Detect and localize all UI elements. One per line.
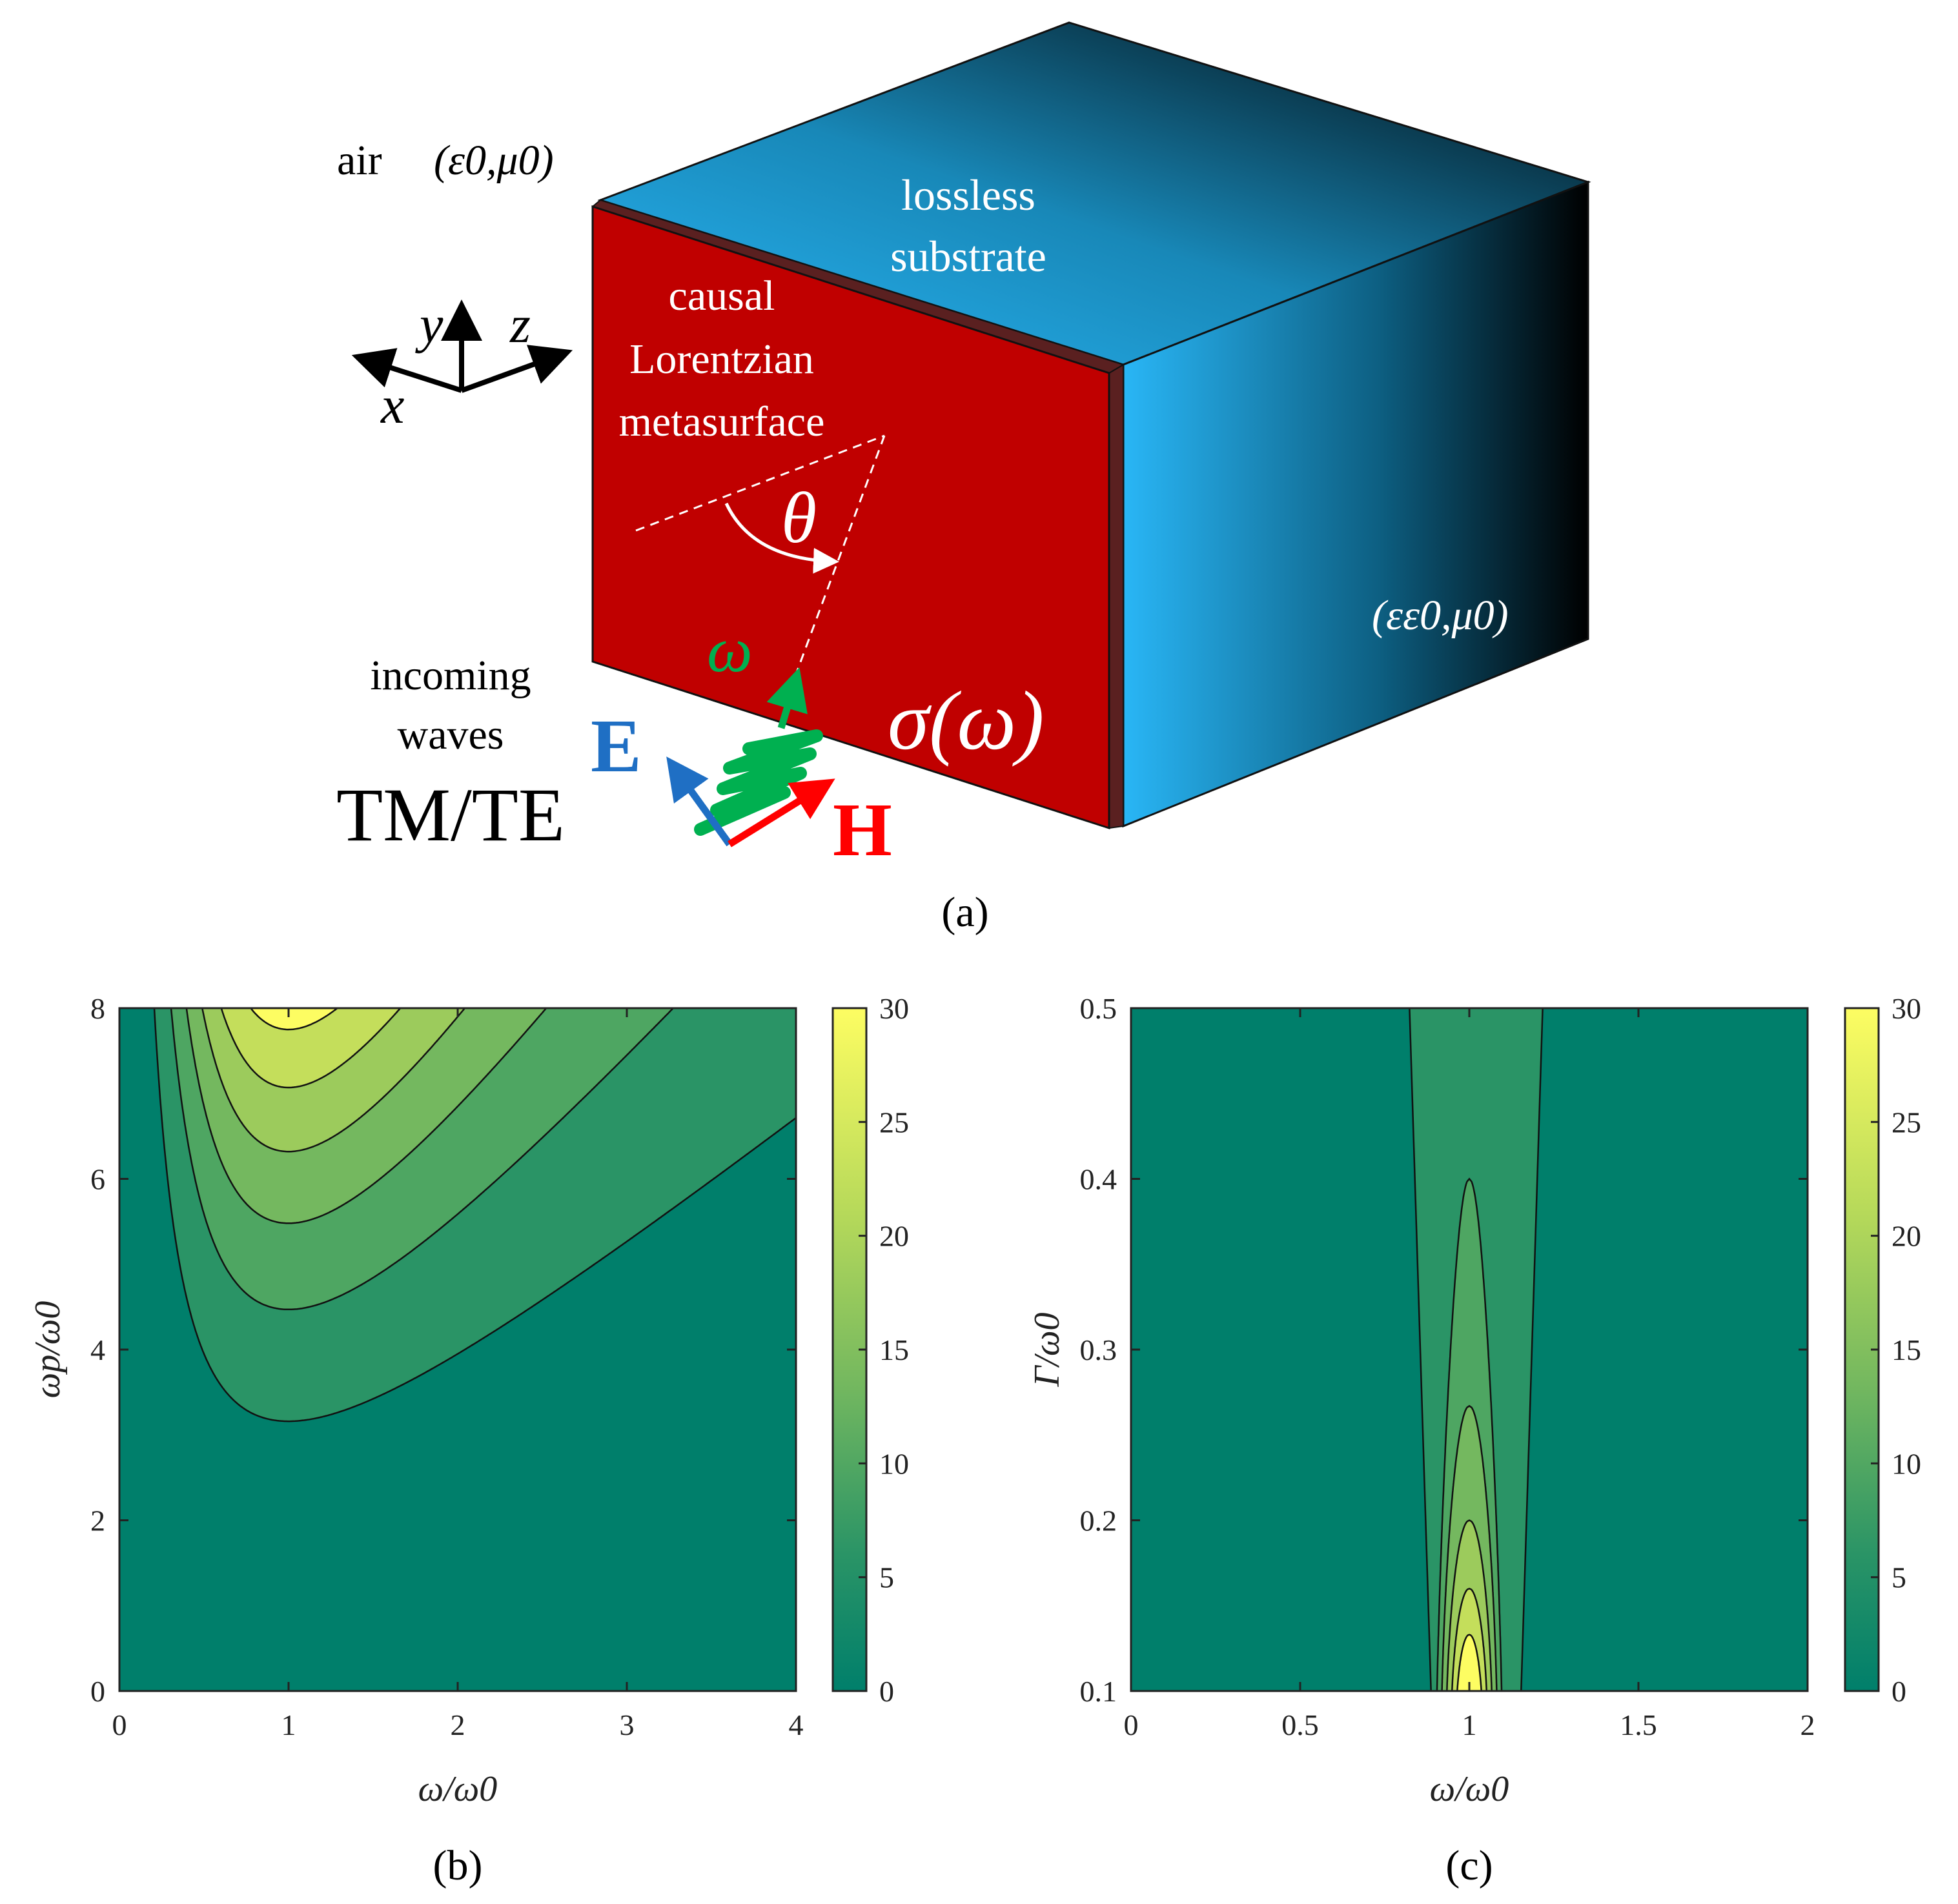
colorbar-c-ticks: 0 5 10 15 20 25 30 bbox=[1871, 992, 1921, 1708]
y-tick-label: 0.3 bbox=[1080, 1333, 1117, 1366]
incoming-label-2: waves bbox=[398, 711, 504, 758]
y-tick-label: 0 bbox=[90, 1675, 105, 1708]
colorbar-tick-label: 30 bbox=[879, 992, 909, 1025]
y-tick-label: 4 bbox=[90, 1333, 105, 1366]
caption-a: (a) bbox=[941, 889, 988, 936]
x-tick-label: 0.5 bbox=[1281, 1708, 1319, 1741]
ticks-c: 0 0.5 1 1.5 2 0.1 0.2 0.3 0.4 0.5 bbox=[1080, 992, 1815, 1741]
panel-b-chart: 0 1 2 3 4 0 2 4 6 8 ω/ω0 ωp/ω0 0 5 10 15 20 25 30 (b) bbox=[28, 992, 909, 1889]
contour-band-level-25 bbox=[220, 1008, 402, 1089]
x-tick-label: 3 bbox=[620, 1708, 635, 1741]
metasurface-face bbox=[591, 205, 1110, 830]
theta-label: θ bbox=[781, 478, 817, 558]
x-tick-label: 2 bbox=[451, 1708, 465, 1741]
air-label: air bbox=[337, 137, 382, 184]
axis-y-label: y bbox=[415, 295, 444, 354]
metasurface-label-2: Lorentzian bbox=[629, 336, 814, 383]
metasurface-edge bbox=[1108, 363, 1124, 829]
caption-c: (c) bbox=[1445, 1842, 1493, 1889]
y-tick-label: 0.5 bbox=[1080, 992, 1117, 1025]
colorbar-tick-label: 30 bbox=[1892, 992, 1921, 1025]
y-tick-label: 2 bbox=[90, 1504, 105, 1537]
colorbar-tick-label: 20 bbox=[1892, 1220, 1921, 1253]
omega-arrow bbox=[766, 667, 808, 729]
polarization-label: TM/TE bbox=[336, 773, 565, 857]
contours-b bbox=[153, 1008, 796, 1423]
x-tick-label: 1.5 bbox=[1620, 1708, 1657, 1741]
x-tick-label: 4 bbox=[789, 1708, 804, 1741]
metasurface-label-3: metasurface bbox=[619, 398, 825, 445]
colorbar-tick-label: 20 bbox=[879, 1220, 909, 1253]
contours-c bbox=[1409, 1008, 1544, 1691]
coordinate-axes: y z x bbox=[351, 295, 573, 434]
substrate-params: (εε0,μ0) bbox=[1372, 592, 1509, 639]
incoming-label-1: incoming bbox=[370, 652, 531, 699]
axis-x-label: x bbox=[380, 376, 404, 434]
panel-c-chart: 0 0.5 1 1.5 2 0.1 0.2 0.3 0.4 0.5 ω/ω0 Γ/ω0 0 5 10 1… bbox=[1027, 992, 1921, 1889]
substrate-label-1: lossless bbox=[901, 170, 1035, 219]
h-label: H bbox=[833, 787, 892, 872]
y-tick-label: 8 bbox=[90, 992, 105, 1025]
y-tick-label: 0.2 bbox=[1080, 1504, 1117, 1537]
x-tick-label: 2 bbox=[1800, 1708, 1815, 1741]
contour-band-level-30 bbox=[1456, 1634, 1482, 1691]
e-label: E bbox=[591, 704, 642, 788]
substrate-label-2: substrate bbox=[890, 232, 1046, 281]
incoming-wave: ω E H bbox=[591, 614, 892, 872]
axis-z-label: z bbox=[509, 295, 531, 354]
ylabel-b: ωp/ω0 bbox=[28, 1301, 68, 1399]
xlabel-c: ω/ω0 bbox=[1430, 1769, 1509, 1809]
air-params: (ε0,μ0) bbox=[434, 137, 554, 184]
contour-band-level-30 bbox=[249, 1008, 339, 1031]
theta-arc-arrow bbox=[724, 502, 839, 574]
x-tick-label: 1 bbox=[1462, 1708, 1477, 1741]
x-tick-label: 0 bbox=[112, 1708, 127, 1741]
caption-b: (b) bbox=[433, 1842, 483, 1889]
colorbar-tick-label: 0 bbox=[879, 1675, 894, 1708]
normal-dashed-line bbox=[635, 434, 885, 532]
xlabel-b: ω/ω0 bbox=[418, 1769, 498, 1809]
colorbar-tick-label: 0 bbox=[1892, 1675, 1906, 1708]
colorbar-tick-label: 5 bbox=[1892, 1561, 1906, 1594]
colorbar-tick-label: 10 bbox=[879, 1447, 909, 1480]
metasurface-label-1: causal bbox=[669, 272, 775, 319]
colorbar-tick-label: 10 bbox=[1892, 1447, 1921, 1480]
x-tick-label: 0 bbox=[1124, 1708, 1139, 1741]
panel-a-diagram: air (ε0,μ0) lossless substrate causal Lo… bbox=[336, 21, 1591, 936]
colorbar-tick-label: 25 bbox=[879, 1106, 909, 1139]
ylabel-c: Γ/ω0 bbox=[1027, 1313, 1067, 1388]
colorbar-tick-label: 15 bbox=[879, 1333, 909, 1366]
colorbar-tick-label: 15 bbox=[1892, 1333, 1921, 1366]
y-tick-label: 6 bbox=[90, 1163, 105, 1196]
colorbar-tick-label: 25 bbox=[1892, 1106, 1921, 1139]
conductivity-label: σ(ω) bbox=[888, 674, 1044, 767]
colorbar-b-ticks: 0 5 10 15 20 25 30 bbox=[859, 992, 909, 1708]
y-tick-label: 0.1 bbox=[1080, 1675, 1117, 1708]
ticks-b: 0 1 2 3 4 0 2 4 6 8 bbox=[90, 992, 804, 1741]
x-tick-label: 1 bbox=[281, 1708, 296, 1741]
omega-label: ω bbox=[707, 614, 753, 685]
wave-squiggle bbox=[694, 729, 823, 836]
colorbar-tick-label: 5 bbox=[879, 1561, 894, 1594]
y-tick-label: 0.4 bbox=[1080, 1163, 1117, 1196]
e-field-arrow bbox=[666, 756, 733, 847]
h-field-arrow bbox=[728, 778, 835, 847]
